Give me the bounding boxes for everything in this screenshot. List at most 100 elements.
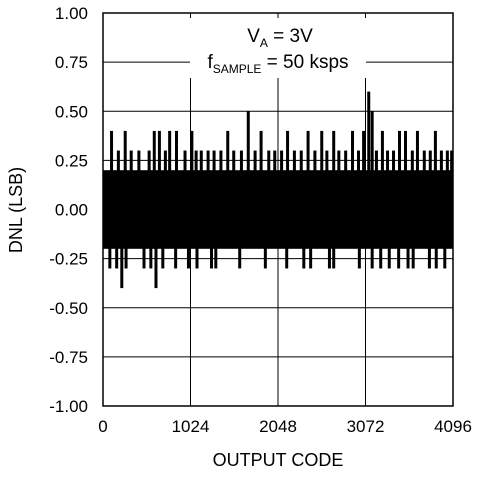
dnl-spike-positive	[392, 150, 396, 210]
dnl-spike-negative	[154, 209, 158, 289]
dnl-spike-positive	[344, 150, 348, 210]
dnl-spike-negative	[263, 209, 267, 269]
dnl-spike-positive	[273, 150, 277, 210]
dnl-spike-positive	[332, 130, 336, 210]
dnl-spike-positive	[325, 150, 329, 210]
dnl-spike-negative	[357, 209, 361, 269]
dnl-spike-positive	[212, 150, 216, 210]
dnl-spike-negative	[214, 209, 218, 269]
y-tick-label: 1.00	[55, 4, 88, 23]
x-tick-labels: 0 1024 2048 3072 4096	[98, 417, 472, 436]
dnl-spike-positive	[147, 150, 151, 210]
annotation-box: VA = 3V fSAMPLE = 50 ksps	[190, 18, 366, 78]
dnl-spike-positive	[386, 150, 390, 210]
dnl-spike-negative	[387, 209, 391, 269]
dnl-spike-positive	[433, 130, 437, 210]
dnl-spike-positive	[356, 150, 360, 210]
dnl-spike-negative	[434, 209, 438, 269]
dnl-spike-positive	[306, 130, 310, 210]
dnl-spike-positive	[351, 130, 355, 210]
dnl-spike-positive	[174, 130, 178, 210]
dnl-spike-negative	[238, 209, 242, 269]
dnl-spike-positive	[337, 150, 341, 210]
dnl-spike-negative	[108, 209, 112, 269]
annotation-background	[190, 18, 366, 78]
dnl-spike-positive	[313, 150, 317, 210]
dnl-spike-positive	[259, 130, 263, 210]
dnl-spike-positive	[116, 150, 120, 210]
dnl-spike-positive	[199, 150, 203, 210]
dnl-spike-positive	[129, 150, 133, 210]
dnl-spike-positive	[450, 150, 454, 210]
dnl-spike-positive	[267, 150, 271, 210]
dnl-spike-positive	[183, 150, 187, 210]
dnl-spike-positive	[280, 150, 284, 210]
dnl-spike-positive	[428, 150, 432, 210]
dnl-spike-positive	[123, 130, 127, 210]
dnl-spike-positive	[226, 130, 230, 210]
dnl-spike-positive	[403, 130, 407, 210]
dnl-spike-positive	[206, 150, 210, 210]
y-tick-label: -0.25	[49, 250, 88, 269]
dnl-spike-negative	[285, 209, 289, 269]
dnl-spike-negative	[210, 209, 214, 269]
dnl-spike-positive	[253, 150, 257, 210]
x-tick-label: 1024	[172, 417, 210, 436]
dnl-spike-positive	[367, 91, 371, 210]
x-tick-label: 0	[98, 417, 107, 436]
dnl-spike-positive	[157, 130, 161, 210]
dnl-spike-positive	[422, 150, 426, 210]
dnl-spike-positive	[110, 130, 114, 210]
dnl-spike-negative	[379, 209, 383, 269]
y-tick-label: 0.00	[55, 201, 88, 220]
x-tick-label: 3072	[347, 417, 385, 436]
dnl-spike-negative	[124, 209, 128, 269]
dnl-spike-positive	[168, 130, 172, 210]
dnl-spike-positive	[292, 150, 296, 210]
dnl-spike-negative	[149, 209, 153, 269]
dnl-spike-positive	[152, 130, 156, 210]
y-tick-label: 0.75	[55, 53, 88, 72]
y-tick-label: -0.50	[49, 299, 88, 318]
dnl-spike-negative	[370, 209, 374, 269]
dnl-spike-negative	[302, 209, 306, 269]
dnl-spike-positive	[439, 150, 443, 210]
y-axis-title: DNL (LSB)	[6, 167, 26, 253]
dnl-spike-negative	[120, 209, 124, 289]
dnl-spike-negative	[161, 209, 165, 269]
dnl-spike-positive	[194, 150, 198, 210]
x-tick-label: 4096	[434, 417, 472, 436]
dnl-spike-negative	[406, 209, 410, 269]
plot-frame	[102, 12, 454, 407]
dnl-spike-positive	[239, 150, 243, 210]
dnl-spike-positive	[246, 111, 250, 210]
x-tick-label: 2048	[259, 417, 297, 436]
y-tick-label: 0.50	[55, 102, 88, 121]
dnl-spike-positive	[410, 150, 414, 210]
dnl-spike-positive	[137, 150, 141, 210]
dnl-spike-negative	[174, 209, 178, 269]
dnl-bars	[103, 91, 454, 289]
annotation-line-1: VA = 3V	[247, 26, 313, 50]
dnl-spike-positive	[232, 150, 236, 210]
dnl-spike-positive	[286, 130, 290, 210]
dnl-spike-positive	[163, 150, 167, 210]
y-tick-label: 0.25	[55, 151, 88, 170]
dnl-spike-positive	[398, 130, 402, 210]
y-tick-label: -1.00	[49, 397, 88, 416]
dnl-spike-negative	[397, 209, 401, 269]
dnl-spike-negative	[115, 209, 119, 269]
dnl-spike-negative	[327, 209, 331, 269]
dnl-spike-positive	[320, 130, 324, 210]
x-axis-title: OUTPUT CODE	[213, 450, 344, 470]
dnl-spike-negative	[427, 209, 431, 269]
dnl-spike-positive	[445, 150, 449, 210]
dnl-spike-negative	[332, 209, 336, 269]
y-tick-label: -0.75	[49, 348, 88, 367]
dnl-spike-negative	[411, 209, 415, 269]
dnl-spike-negative	[186, 209, 190, 269]
dnl-spike-positive	[362, 130, 366, 210]
dnl-spike-positive	[190, 130, 194, 210]
dnl-spike-negative	[309, 209, 313, 269]
